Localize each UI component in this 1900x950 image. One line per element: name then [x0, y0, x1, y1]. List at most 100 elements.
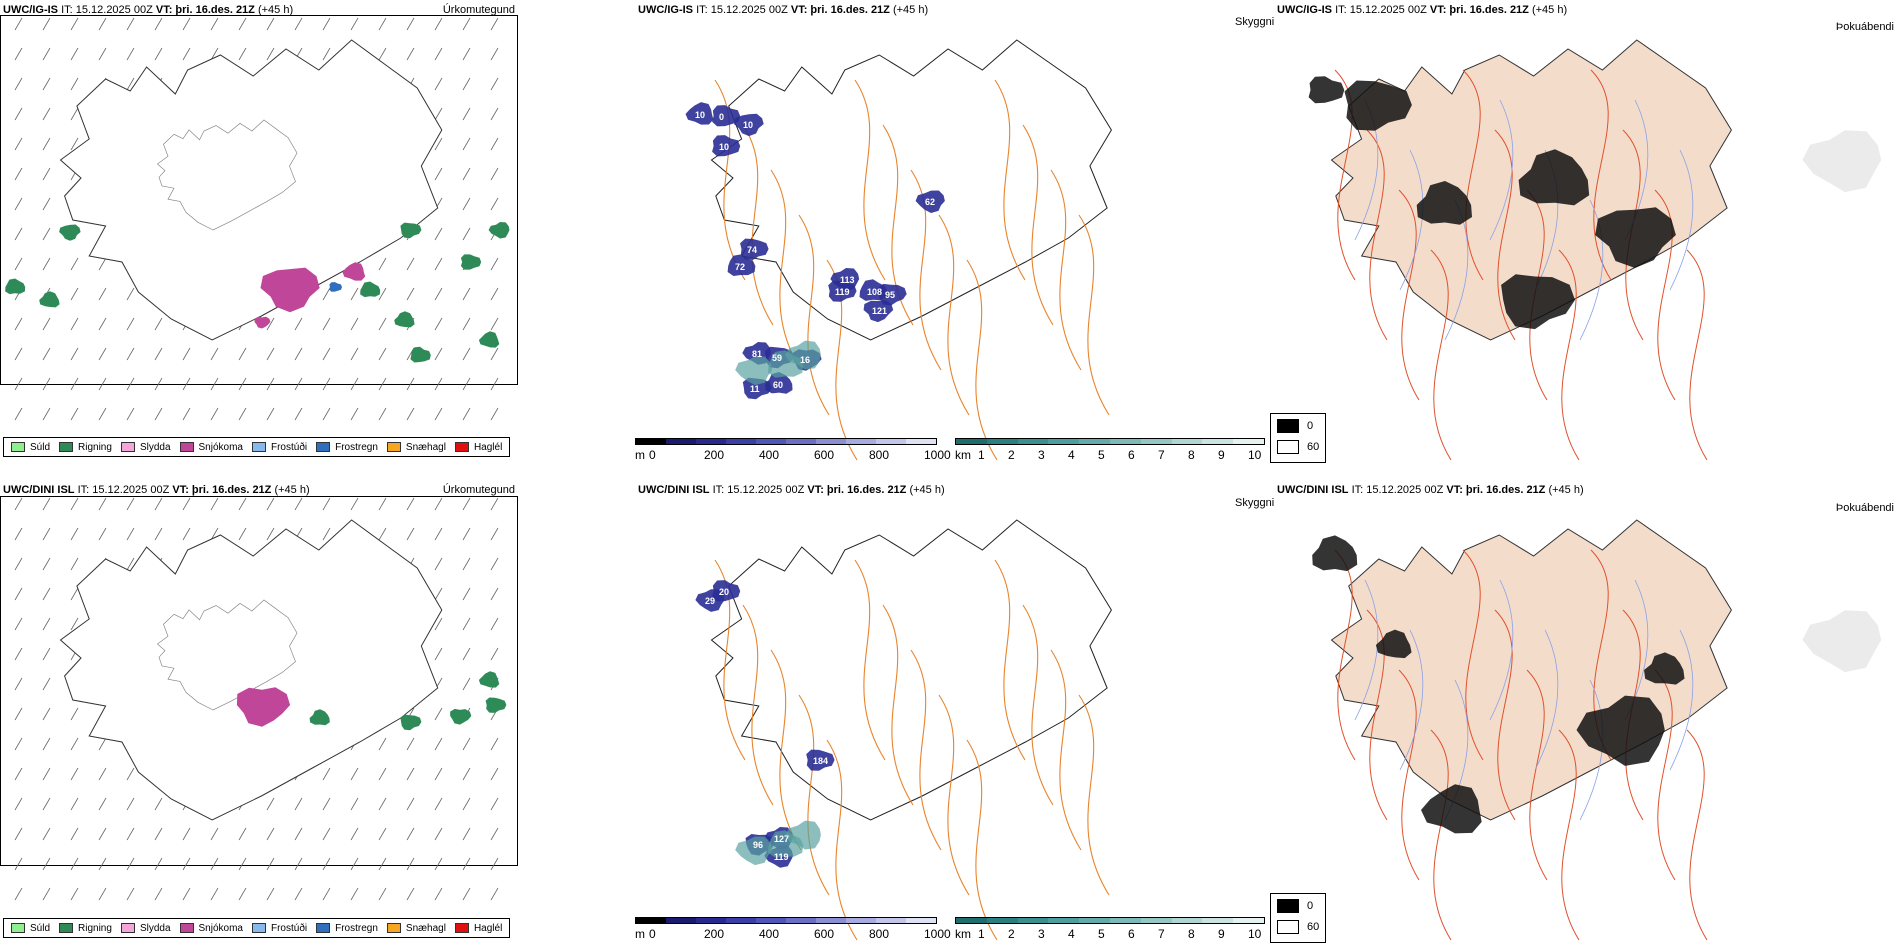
wind-barb	[350, 17, 359, 31]
wind-barb	[70, 47, 79, 61]
legend-label: Rigning	[78, 441, 112, 453]
legend-label: Snæhagl	[405, 441, 446, 453]
fog-area	[1416, 181, 1472, 225]
colorbar-bin	[1171, 918, 1203, 923]
low-visibility-area	[767, 830, 804, 858]
wind-barb	[378, 887, 387, 901]
wind-barb	[98, 887, 107, 901]
iceland-outline	[59, 39, 443, 341]
colorbar-tick: 4	[1068, 448, 1075, 462]
colorbar-tick: 4	[1068, 927, 1075, 941]
wind-barb	[462, 197, 471, 211]
colorbar-tick: 9	[1218, 927, 1225, 941]
wind-barb	[42, 827, 51, 841]
wind-barb	[238, 47, 247, 61]
wind-barb	[490, 857, 499, 871]
wind-barb	[238, 17, 247, 31]
ceiling-value-label: 10	[719, 142, 729, 152]
offshore-fog	[1802, 610, 1882, 673]
wind-barb	[98, 407, 107, 421]
wind-barb	[434, 767, 443, 781]
wind-barb	[126, 47, 135, 61]
rain-area	[39, 291, 60, 308]
wind-barb	[238, 527, 247, 541]
legend-label: Haglél	[473, 922, 503, 934]
wind-barb	[490, 797, 499, 811]
iceland-precip-map	[14, 497, 507, 901]
wind-barb	[350, 287, 359, 301]
wind-barb	[378, 317, 387, 331]
wind-barb	[70, 857, 79, 871]
colorbar-tick: 400	[759, 448, 780, 462]
wind-barb	[14, 257, 23, 271]
fog-area	[1644, 652, 1685, 685]
wind-barb	[406, 797, 415, 811]
wind-barb	[434, 47, 443, 61]
wind-barb	[14, 77, 23, 91]
wind-barb	[462, 137, 471, 151]
colorbar-bin	[636, 918, 666, 923]
rain-area	[485, 697, 507, 713]
legend-item: Súld	[11, 923, 50, 934]
wind-barb	[266, 17, 275, 31]
wind-barb	[322, 377, 331, 391]
wind-barb	[98, 47, 107, 61]
wind-barb	[462, 857, 471, 871]
colorbar-bin	[846, 918, 876, 923]
legend-label: Frostregn	[335, 922, 378, 934]
wind-barb	[154, 497, 163, 511]
wind-barb	[98, 797, 107, 811]
fog-index-panel-bottom: Skyggni UWC/DINI ISL IT: 15.12.2025 00Z …	[1235, 480, 1900, 950]
wind-barb	[70, 137, 79, 151]
wind-barb	[238, 857, 247, 871]
wind-barb	[490, 827, 499, 841]
wind-barb	[350, 377, 359, 391]
fog-area	[1312, 535, 1358, 572]
wind-barb	[266, 887, 275, 901]
iceland-outline	[710, 39, 1112, 341]
wind-barb	[462, 377, 471, 391]
wind-barb	[42, 257, 51, 271]
wind-barb	[42, 737, 51, 751]
fog-legend-swatch	[1277, 899, 1299, 913]
ceiling-value-label: 81	[752, 349, 762, 359]
fog-area	[1595, 207, 1676, 268]
wind-barb	[42, 527, 51, 541]
wind-barb	[182, 527, 191, 541]
wind-barb	[42, 497, 51, 511]
colorbar-bin	[1202, 918, 1234, 923]
fog-legend: 0 60	[1270, 893, 1326, 943]
legend-item: Slydda	[120, 442, 171, 453]
colorbar-tick: 7	[1158, 927, 1165, 941]
river	[1399, 629, 1424, 771]
wind-barb	[126, 797, 135, 811]
wind-barb	[434, 77, 443, 91]
legend-label: Frostúði	[270, 441, 308, 453]
colorbar-unit: m	[635, 448, 645, 462]
wind-barb	[322, 347, 331, 361]
ceiling-value-label: 20	[719, 587, 729, 597]
wind-barb	[14, 827, 23, 841]
legend-swatch	[316, 442, 331, 452]
wind-barb	[462, 287, 471, 301]
wind-barb	[462, 497, 471, 511]
ceiling-value-label: 95	[885, 290, 895, 300]
wind-barb	[42, 617, 51, 631]
wind-barb	[42, 647, 51, 661]
iceland-ceiling-map: 29 20 184 96 127 119	[695, 519, 1112, 941]
rain-area	[394, 311, 415, 328]
wind-barb	[126, 557, 135, 571]
wind-barb	[42, 587, 51, 601]
legend-item: Haglél	[454, 442, 502, 453]
fog-legend-label: 0	[1307, 420, 1314, 432]
road	[1462, 549, 1484, 761]
road	[1686, 249, 1708, 461]
wind-barb	[294, 317, 303, 331]
wind-barb	[98, 287, 107, 301]
road	[1526, 669, 1548, 881]
fog-legend-row: 0	[1277, 419, 1313, 433]
legend-label: Frostúði	[270, 922, 308, 934]
ceiling-value-label: 29	[705, 596, 715, 606]
colorbar-bin	[956, 918, 987, 923]
road	[910, 649, 942, 851]
